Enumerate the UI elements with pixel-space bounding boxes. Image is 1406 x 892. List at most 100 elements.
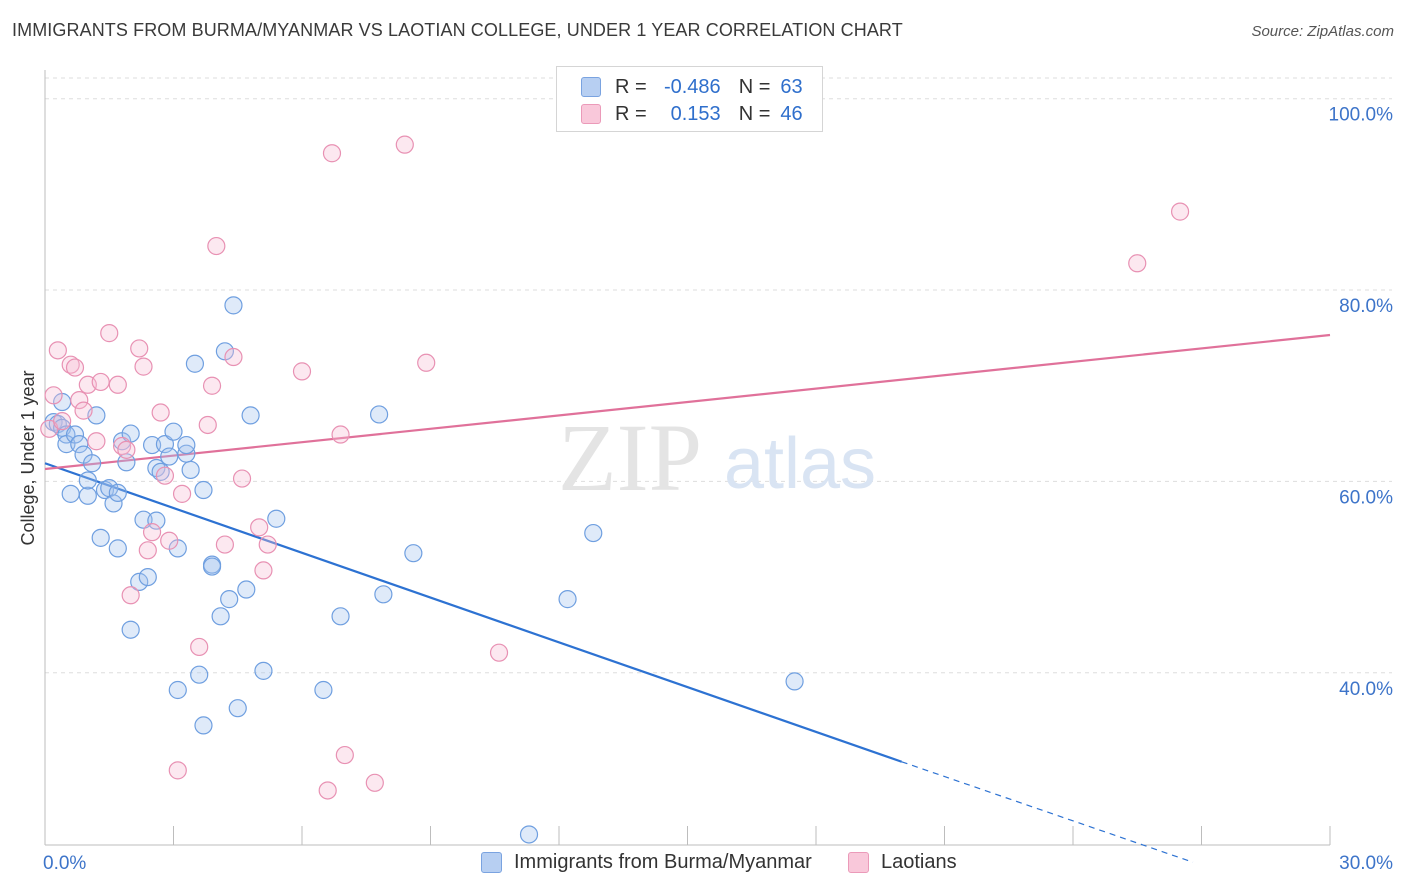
point-laotians (121, 586, 140, 605)
point-laotians (417, 353, 436, 372)
point-laotians (318, 781, 337, 800)
point-burma (194, 480, 213, 500)
point-burma (160, 447, 179, 466)
point-laotians (155, 466, 175, 485)
point-laotians (331, 425, 350, 444)
y-tick-label: 40.0% (1339, 679, 1393, 700)
point-laotians (335, 745, 354, 765)
points-layer (40, 135, 1190, 844)
point-laotians (48, 341, 67, 360)
point-burma (130, 572, 149, 591)
legend-n-label: N = (738, 102, 771, 125)
x-tick-label: 30.0% (1339, 853, 1393, 874)
point-burma (138, 567, 157, 587)
point-laotians (134, 357, 153, 376)
point-laotians (117, 440, 136, 459)
point-laotians (258, 535, 277, 554)
bottom-legend-laotians: Laotians (848, 851, 957, 874)
axis-layer (44, 70, 1331, 846)
point-burma (584, 523, 603, 543)
point-laotians (138, 541, 157, 560)
bottom-legend-label: Laotians (881, 851, 957, 873)
point-laotians (44, 386, 63, 405)
bottom-legend-burma: Immigrants from Burma/Myanmar (481, 851, 812, 874)
label-layer: 40.0% 60.0% 80.0% 100.0% 0.0% 30.0% College, U… (18, 105, 1393, 874)
point-burma (519, 825, 539, 844)
point-burma (211, 607, 230, 626)
point-burma (404, 544, 423, 563)
legend-swatch-pink (581, 104, 601, 124)
point-laotians (254, 561, 273, 580)
point-laotians (70, 390, 89, 410)
point-burma (314, 680, 333, 700)
point-laotians (172, 484, 192, 503)
point-burma (121, 620, 140, 639)
point-burma (168, 680, 187, 700)
point-laotians (130, 339, 149, 358)
point-burma (185, 354, 205, 373)
point-laotians (65, 358, 85, 377)
point-burma (194, 716, 213, 735)
bottom-legend-swatch-blue (481, 852, 502, 873)
point-laotians (489, 643, 509, 662)
y-tick-label: 100.0% (1329, 105, 1394, 126)
point-laotians (151, 403, 170, 422)
point-burma (142, 435, 162, 455)
point-laotians (224, 347, 243, 367)
point-laotians (292, 362, 312, 381)
stats-legend: R = -0.486 N = 63 R = 0.153 N = 46 (556, 66, 823, 132)
trendline-burma-extension (901, 761, 1194, 863)
point-burma (220, 590, 239, 609)
trendline-laotians (44, 333, 1331, 471)
point-laotians (87, 432, 106, 451)
point-burma (190, 665, 209, 684)
legend-r-label: R = (615, 75, 647, 98)
point-burma (370, 405, 389, 424)
legend-n-value: 63 (780, 75, 803, 98)
y-axis-title: College, Under 1 year (18, 370, 38, 545)
point-burma (374, 585, 393, 604)
point-burma (181, 460, 200, 480)
point-burma (108, 483, 127, 503)
source-credit: Source: ZipAtlas.com (1251, 23, 1394, 40)
point-laotians (190, 637, 209, 657)
point-laotians (215, 535, 234, 554)
bottom-legend-label: Immigrants from Burma/Myanmar (514, 851, 812, 873)
point-laotians (198, 415, 217, 435)
point-laotians (207, 236, 226, 256)
point-burma (224, 296, 243, 315)
legend-row-burma: R = -0.486 N = 63 (581, 74, 803, 100)
y-tick-label: 80.0% (1339, 296, 1393, 317)
point-burma (164, 422, 183, 441)
point-burma (108, 539, 127, 558)
point-laotians (365, 773, 384, 792)
point-laotians (202, 376, 222, 395)
point-burma (254, 661, 273, 680)
point-burma (331, 607, 350, 626)
point-burma (104, 494, 123, 513)
point-laotians (395, 135, 414, 154)
watermark-zip: ZIP (558, 404, 702, 511)
point-laotians (232, 469, 252, 488)
trendline-burma (44, 462, 903, 763)
point-laotians (53, 412, 72, 431)
trend-layer (44, 333, 1331, 863)
point-burma (228, 699, 247, 718)
point-burma (237, 580, 256, 599)
legend-r-value: -0.486 (663, 75, 721, 98)
legend-n-value: 46 (780, 102, 803, 125)
point-burma (61, 484, 80, 503)
bottom-legend-swatch-pink (848, 852, 869, 873)
point-burma (78, 471, 97, 490)
point-burma (134, 510, 153, 529)
point-burma (558, 590, 577, 609)
legend-r-value: 0.153 (670, 102, 721, 125)
y-tick-label: 60.0% (1339, 487, 1393, 508)
point-laotians (250, 518, 269, 537)
legend-swatch-blue (581, 77, 601, 97)
point-laotians (91, 372, 110, 392)
point-laotians (160, 531, 179, 550)
point-burma (202, 557, 222, 576)
legend-r-label: R = (615, 102, 647, 125)
legend-row-laotians: R = 0.153 N = 46 (581, 101, 803, 127)
